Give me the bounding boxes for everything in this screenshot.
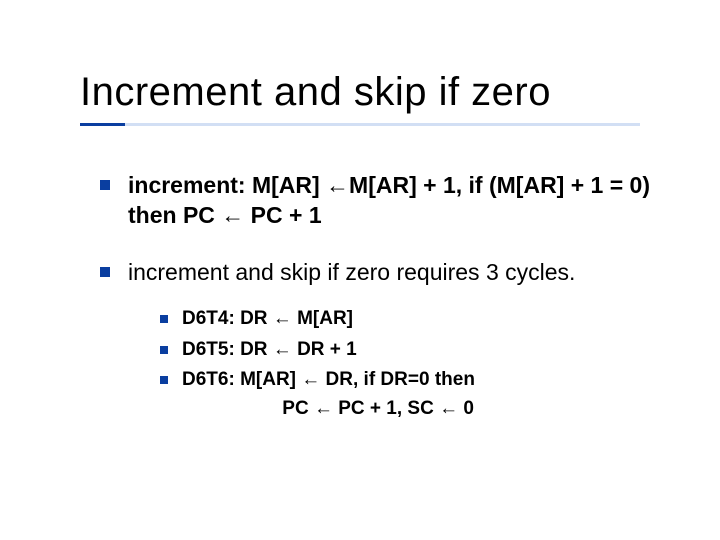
- bullet-text: D6T5: DR ← DR + 1: [182, 336, 670, 365]
- slide: Increment and skip if zero increment: M[…: [0, 0, 720, 540]
- square-bullet-icon: [160, 376, 168, 384]
- bullet-level2: D6T5: DR ← DR + 1: [160, 336, 670, 365]
- square-bullet-icon: [100, 267, 110, 277]
- bullet-level2: D6T6: M[AR] ← DR, if DR=0 then PC ← PC +…: [160, 366, 670, 423]
- slide-title: Increment and skip if zero: [80, 70, 680, 115]
- square-bullet-icon: [100, 180, 110, 190]
- bullet-text: increment: M[AR] ←M[AR] + 1, if (M[AR] +…: [128, 170, 670, 231]
- slide-body: increment: M[AR] ←M[AR] + 1, if (M[AR] +…: [100, 170, 670, 425]
- bullet-level2-group: D6T4: DR ← M[AR] D6T5: DR ← DR + 1 D6T6:…: [160, 305, 670, 423]
- bullet-level2: D6T4: DR ← M[AR]: [160, 305, 670, 334]
- title-underline: [80, 123, 640, 126]
- bullet-level1: increment: M[AR] ←M[AR] + 1, if (M[AR] +…: [100, 170, 670, 231]
- bullet-text: D6T6: M[AR] ← DR, if DR=0 then PC ← PC +…: [182, 366, 670, 423]
- bullet-text: D6T4: DR ← M[AR]: [182, 305, 670, 334]
- bullet-text: increment and skip if zero requires 3 cy…: [128, 257, 670, 287]
- bullet-level1: increment and skip if zero requires 3 cy…: [100, 257, 670, 287]
- square-bullet-icon: [160, 315, 168, 323]
- title-block: Increment and skip if zero: [80, 70, 680, 126]
- square-bullet-icon: [160, 346, 168, 354]
